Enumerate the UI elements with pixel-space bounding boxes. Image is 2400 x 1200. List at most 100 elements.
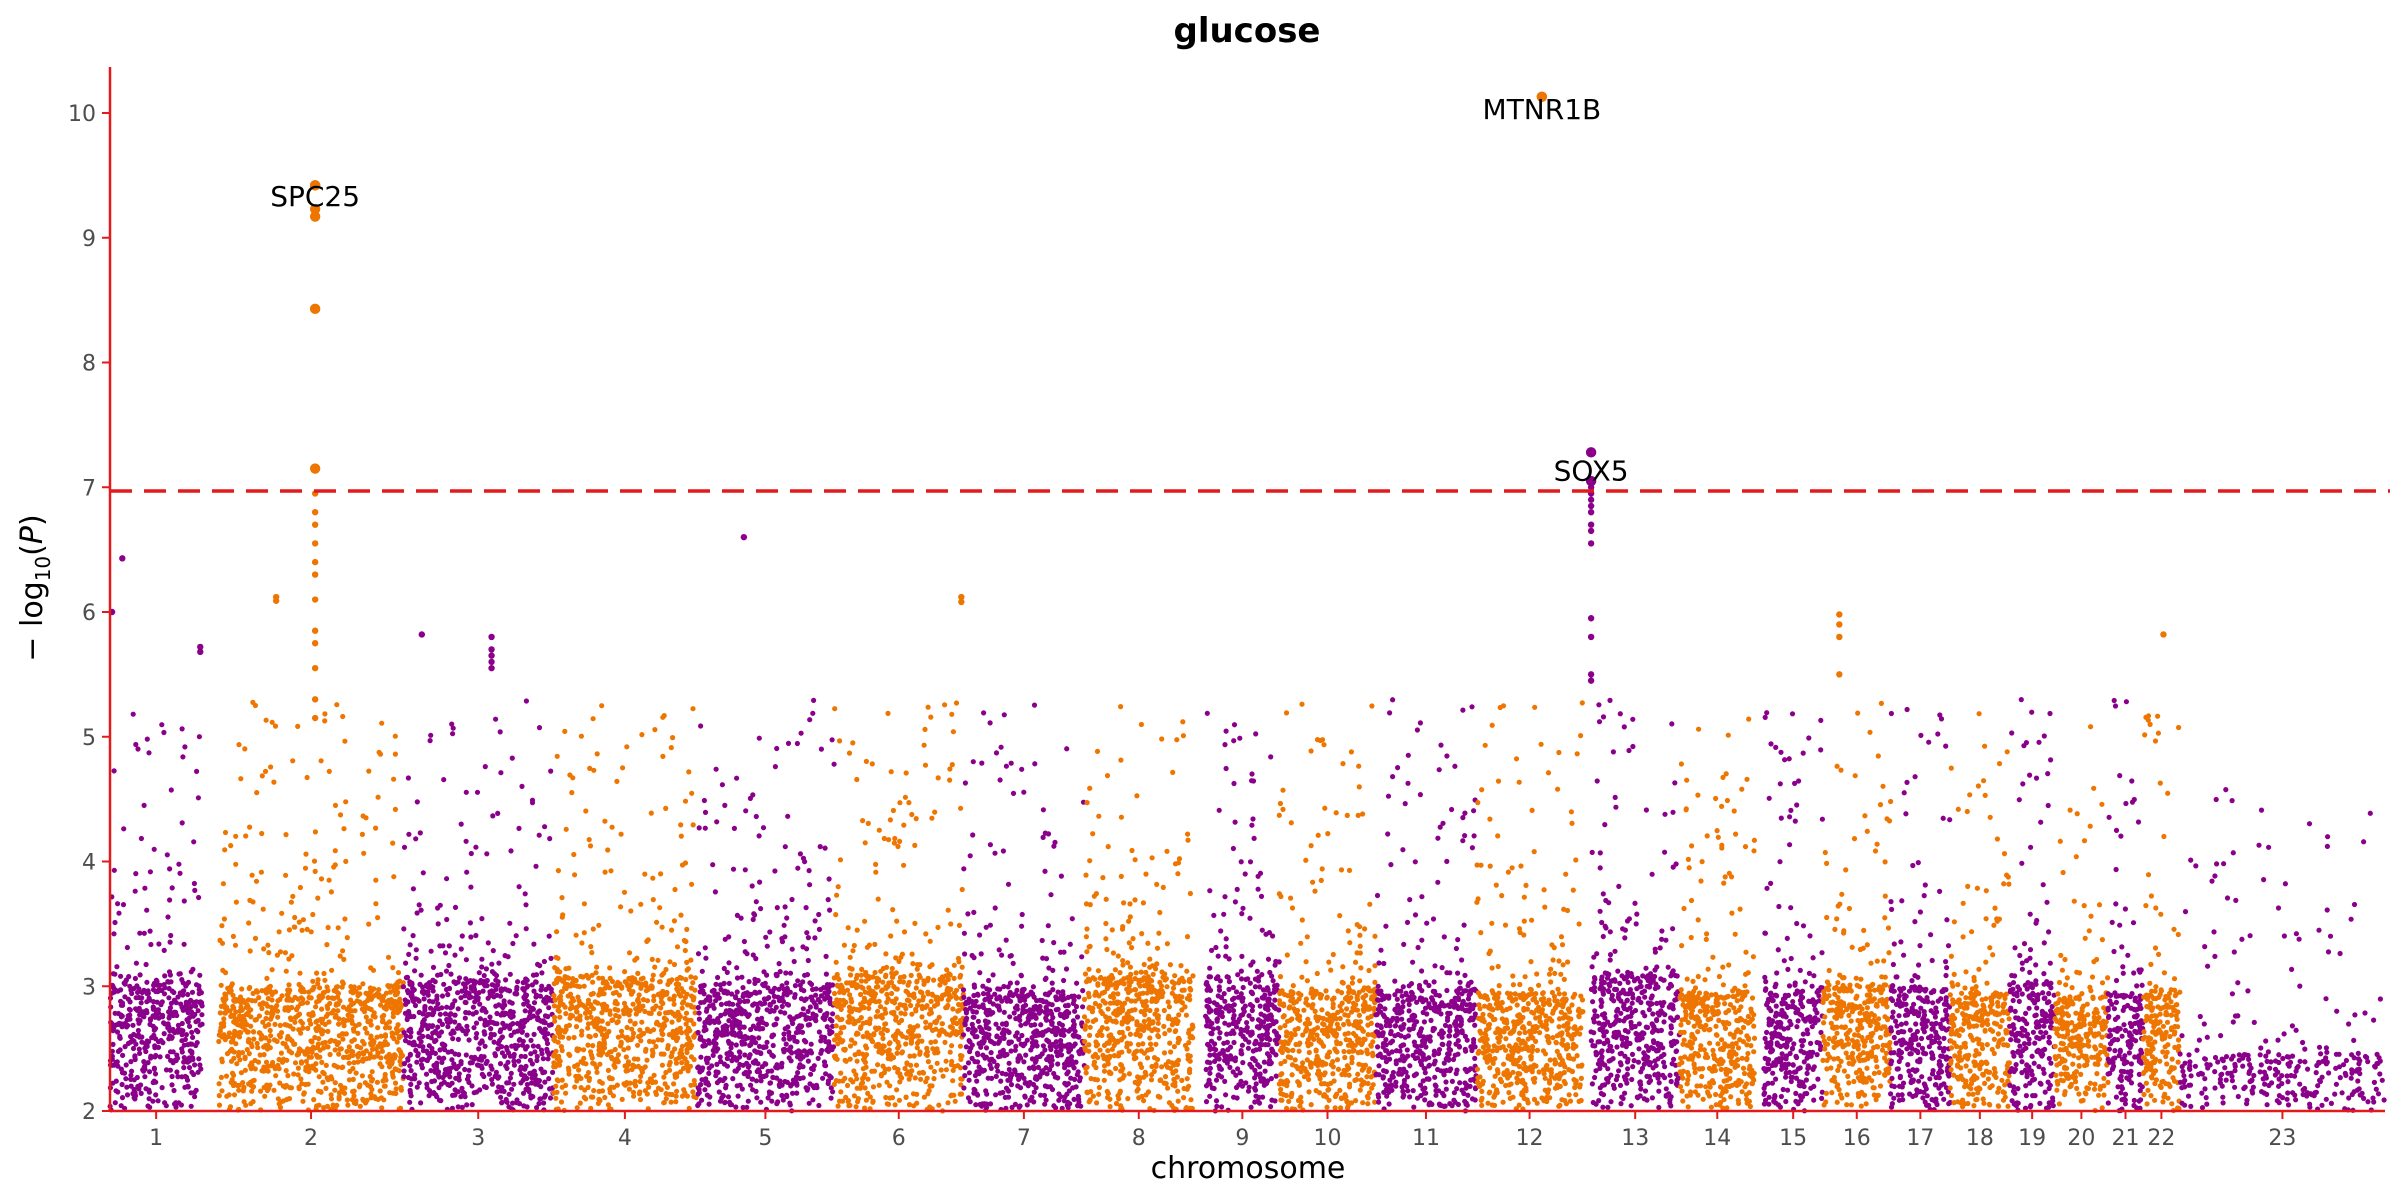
- peak-point: [1836, 633, 1843, 641]
- peak-point: [119, 555, 126, 562]
- x-tick-label-chr18: 18: [1966, 1126, 1994, 1151]
- chromosome-20-cloud: [2052, 724, 2111, 1114]
- x-tick-label-chr11: 11: [1412, 1126, 1440, 1151]
- y-tick-label: 7: [82, 476, 96, 501]
- chromosome-22-cloud: [2140, 713, 2183, 1114]
- x-tick-label-chr9: 9: [1235, 1126, 1249, 1151]
- chromosome-11-cloud: [1373, 697, 1479, 1114]
- chromosome-10-points: [1276, 701, 1378, 1113]
- gene-label-spc25: SPC25: [270, 180, 360, 213]
- chromosome-8-cloud: [1081, 703, 1196, 1113]
- chromosome-12-cloud: [1474, 700, 1586, 1112]
- peak-point: [197, 648, 204, 656]
- y-tick-label: 2: [82, 1100, 96, 1125]
- peak-point: [309, 303, 321, 315]
- peak-point: [311, 596, 319, 603]
- y-tick-label: 4: [82, 851, 96, 876]
- peak-point: [958, 598, 965, 606]
- x-tick-label-chr2: 2: [304, 1126, 318, 1151]
- x-tick-label-chr17: 17: [1906, 1126, 1934, 1151]
- peak-point: [311, 627, 319, 634]
- x-tick-label-chr23: 23: [2268, 1126, 2296, 1151]
- peak-point: [311, 664, 319, 672]
- chromosome-23-points: [2177, 786, 2387, 1113]
- chromosome-13-cloud: [1588, 697, 1682, 1111]
- peak-point: [1587, 633, 1595, 641]
- peak-point: [1587, 540, 1595, 547]
- peak-point: [1587, 527, 1595, 535]
- x-tick-label-chr19: 19: [2018, 1126, 2046, 1151]
- peak-point: [1587, 484, 1595, 491]
- x-tick-label-chr4: 4: [618, 1126, 632, 1151]
- y-tick-label: 5: [82, 726, 96, 751]
- chromosome-5-points: [695, 697, 837, 1114]
- chromosome-13-points: [1588, 697, 1682, 1111]
- chromosome-15-cloud: [1761, 710, 1825, 1114]
- peak-points: [108, 91, 2167, 722]
- x-tick-label-chr20: 20: [2067, 1126, 2095, 1151]
- x-tick-label-chr1: 1: [149, 1126, 163, 1151]
- chromosome-18-cloud: [1947, 711, 2012, 1110]
- y-tick-label: 3: [82, 975, 96, 1000]
- peak-point: [311, 540, 319, 547]
- chromosome-12-points: [1474, 700, 1586, 1112]
- chromosome-2-points: [216, 699, 406, 1113]
- chromosome-17-cloud: [1888, 706, 1953, 1113]
- peak-point: [488, 664, 495, 672]
- peak-point: [1587, 496, 1595, 503]
- peak-point: [309, 203, 321, 215]
- y-axis-label: − log10(P): [15, 514, 55, 661]
- peak-point: [1836, 671, 1843, 678]
- peak-point: [958, 593, 965, 601]
- peak-point: [488, 633, 495, 641]
- x-tick-label-chr6: 6: [892, 1126, 906, 1151]
- peak-point: [1587, 677, 1595, 684]
- x-tick-label-chr7: 7: [1017, 1126, 1031, 1151]
- chromosome-7-points: [960, 702, 1087, 1113]
- y-tick-label: 8: [82, 352, 96, 377]
- chromosome-14-cloud: [1676, 716, 1758, 1111]
- peak-point: [1587, 615, 1595, 622]
- peak-point: [1587, 521, 1595, 528]
- lead-snp-point: [1585, 447, 1597, 458]
- chromosome-6-points: [831, 700, 966, 1114]
- chromosome-22-points: [2140, 713, 2183, 1114]
- chromosome-1-points: [107, 711, 205, 1113]
- x-tick-label-chr16: 16: [1843, 1126, 1871, 1151]
- x-tick-label-chr12: 12: [1516, 1126, 1544, 1151]
- chromosome-3-points: [400, 698, 556, 1113]
- x-tick-label-chr14: 14: [1703, 1126, 1731, 1151]
- x-tick-label-chr13: 13: [1621, 1126, 1649, 1151]
- chart-title: glucose: [1173, 11, 1320, 51]
- peak-point: [311, 714, 319, 722]
- peak-point: [311, 571, 319, 578]
- peak-point: [311, 509, 319, 516]
- chromosome-17-points: [1888, 706, 1953, 1113]
- peak-point: [1836, 611, 1843, 618]
- peak-point: [1587, 502, 1595, 510]
- chromosome-19-points: [2007, 696, 2057, 1113]
- peak-point: [488, 658, 495, 666]
- x-tick-label-chr21: 21: [2111, 1126, 2139, 1151]
- chromosome-21-points: [2105, 697, 2146, 1114]
- chromosome-11-points: [1373, 697, 1479, 1114]
- x-tick-label-chr15: 15: [1779, 1126, 1807, 1151]
- chromosome-18-points: [1947, 711, 2012, 1110]
- data-points: [107, 91, 2387, 1114]
- chromosome-8-points: [1081, 703, 1196, 1113]
- peak-point: [311, 696, 319, 703]
- chromosome-16-points: [1820, 700, 1894, 1109]
- chromosome-3-cloud: [400, 698, 556, 1113]
- peak-point: [311, 639, 319, 647]
- peak-point: [488, 646, 495, 653]
- peak-point: [311, 558, 319, 566]
- peak-point: [309, 463, 321, 474]
- x-tick-label-chr5: 5: [758, 1126, 772, 1151]
- chromosome-9-cloud: [1202, 710, 1282, 1114]
- x-tick-label-chr22: 22: [2147, 1126, 2175, 1151]
- x-tick-label-chr8: 8: [1132, 1126, 1146, 1151]
- chromosome-9-points: [1202, 710, 1282, 1114]
- lead-snp-point: [1536, 91, 1548, 102]
